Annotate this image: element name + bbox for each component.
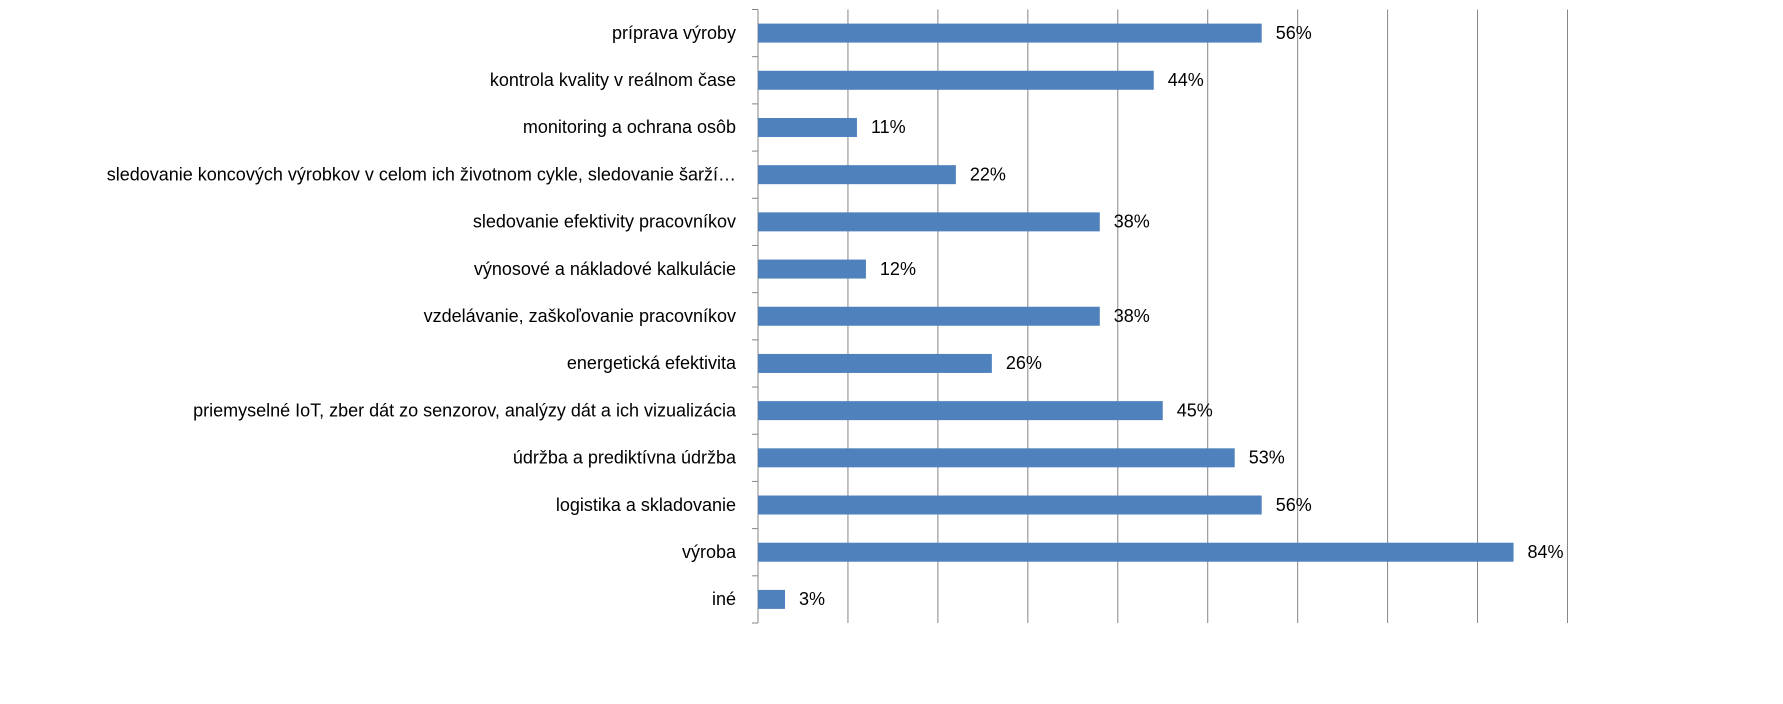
y-tick-label: kontrola kvality v reálnom čase: [490, 70, 736, 90]
y-tick-label: príprava výroby: [612, 23, 736, 43]
y-tick-label: vzdelávanie, zaškoľovanie pracovníkov: [424, 306, 736, 326]
y-tick-label: priemyselné IoT, zber dát zo senzorov, a…: [193, 400, 737, 420]
bar: [758, 495, 1262, 515]
value-label: 38%: [1114, 212, 1150, 232]
y-tick-label: výroba: [682, 542, 737, 562]
value-label: 22%: [970, 164, 1006, 184]
value-label: 56%: [1276, 495, 1312, 515]
bar: [758, 353, 992, 373]
bar: [758, 448, 1235, 468]
y-tick-label: logistika a skladovanie: [556, 495, 736, 515]
bar: [758, 401, 1163, 421]
value-label: 12%: [880, 259, 916, 279]
value-label: 44%: [1168, 70, 1204, 90]
value-label: 45%: [1177, 400, 1213, 420]
y-tick-label: monitoring a ochrana osôb: [523, 117, 736, 137]
y-tick-label: iné: [712, 589, 736, 609]
value-label: 26%: [1006, 353, 1042, 373]
bar: [758, 542, 1514, 562]
bar: [758, 306, 1100, 326]
y-tick-label: údržba a prediktívna údržba: [513, 448, 737, 468]
value-label: 56%: [1276, 23, 1312, 43]
value-label: 84%: [1528, 542, 1564, 562]
value-label: 53%: [1249, 448, 1285, 468]
value-label: 11%: [871, 117, 906, 137]
y-tick-label: sledovanie koncových výrobkov v celom ic…: [107, 164, 736, 184]
y-tick-label: energetická efektivita: [567, 353, 737, 373]
bar: [758, 23, 1262, 43]
bar: [758, 165, 956, 185]
bar: [758, 259, 866, 279]
bar: [758, 70, 1154, 90]
value-label: 38%: [1114, 306, 1150, 326]
bar: [758, 117, 857, 137]
bar: [758, 589, 785, 609]
bar: [758, 212, 1100, 232]
value-label: 3%: [799, 589, 825, 609]
y-tick-label: sledovanie efektivity pracovníkov: [473, 212, 736, 232]
y-tick-label: výnosové a nákladové kalkulácie: [474, 259, 736, 279]
